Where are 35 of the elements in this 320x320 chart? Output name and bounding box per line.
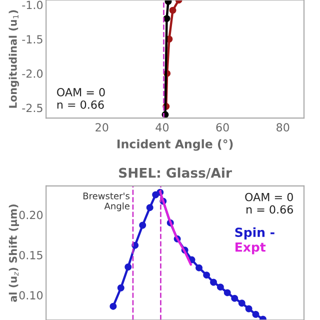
y-tick-label: 0.20 — [19, 210, 43, 220]
point — [252, 310, 260, 318]
point — [203, 272, 210, 279]
y-axis-title: Longitudinal (u$_{1}$) — [8, 10, 19, 108]
point — [110, 302, 117, 310]
y-axis-title: al (u$_{z}$) Shift (μm) — [8, 204, 19, 302]
y-tick-label: -1.5 — [22, 35, 42, 44]
point — [117, 284, 124, 292]
y-tick-label: -2.5 — [22, 104, 42, 112]
text: Expt — [236, 242, 266, 254]
point — [196, 264, 202, 272]
ref-line-label: Brewster's Angle — [83, 192, 130, 212]
point — [231, 294, 238, 302]
y-tick-label: 0.15 — [19, 250, 42, 260]
point — [146, 204, 154, 212]
point — [245, 305, 252, 312]
annotation: OAM = 0 n = 0.66 — [245, 192, 293, 214]
annotation: OAM = 0 n = 0.66 — [57, 88, 105, 109]
point — [124, 264, 132, 270]
x-tick-label: 80 — [276, 123, 290, 132]
y-tick-label: -2.0 — [22, 69, 43, 78]
point — [139, 222, 146, 229]
x-axis-title: Incident Angle (°) — [117, 139, 233, 151]
text: Spin - — [235, 227, 274, 240]
point — [238, 300, 246, 307]
x-tick-label: 40 — [156, 123, 169, 132]
y-tick-label: 0.10 — [19, 291, 43, 300]
point — [210, 278, 217, 286]
point — [216, 284, 224, 291]
y-tick-label: -1.0 — [22, 0, 43, 10]
x-tick-label: 20 — [96, 123, 108, 132]
point — [224, 289, 231, 296]
x-tick-label: 60 — [216, 123, 229, 132]
point — [169, 6, 176, 14]
chart-title: SHEL: Glass/Air — [119, 168, 232, 179]
